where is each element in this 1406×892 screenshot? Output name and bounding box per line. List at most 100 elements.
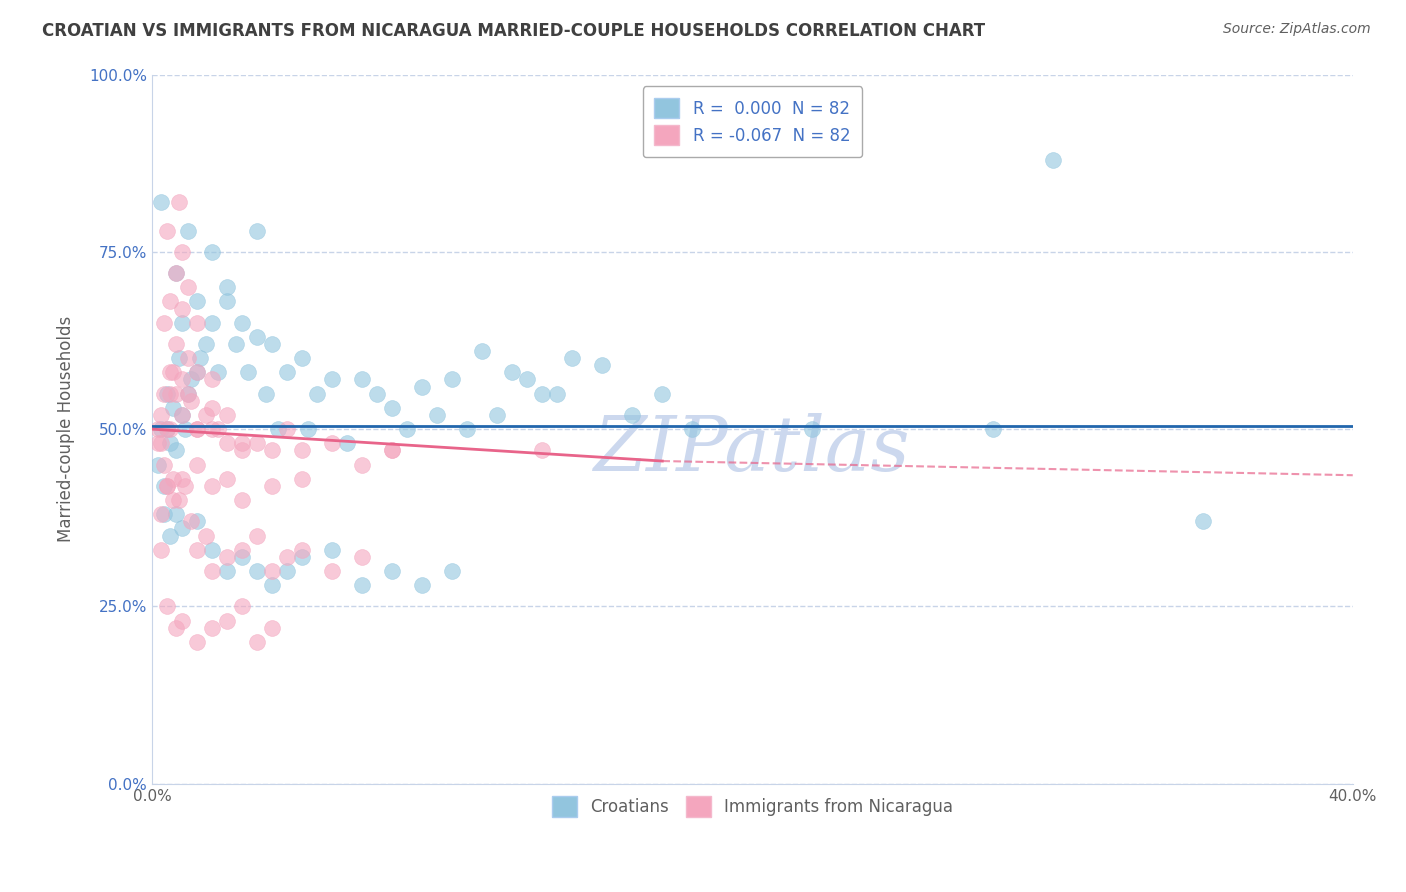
Point [215, 436, 238, 450]
Point [246, 436, 269, 450]
Point [207, 365, 229, 379]
Point [156, 479, 179, 493]
Point [167, 195, 190, 210]
Point [167, 351, 190, 366]
Point [162, 401, 184, 415]
Point [201, 401, 224, 415]
Point [180, 514, 202, 528]
Point [246, 223, 269, 237]
Point [194, 337, 217, 351]
Point [1191, 514, 1213, 528]
Point [186, 514, 208, 528]
Point [149, 436, 172, 450]
Point [153, 458, 176, 472]
Point [411, 578, 433, 592]
Point [201, 564, 224, 578]
Point [180, 372, 202, 386]
Point [201, 422, 224, 436]
Text: Source: ZipAtlas.com: Source: ZipAtlas.com [1223, 22, 1371, 37]
Point [215, 294, 238, 309]
Point [149, 195, 172, 210]
Point [426, 408, 449, 422]
Point [396, 422, 419, 436]
Point [215, 564, 238, 578]
Point [194, 408, 217, 422]
Point [260, 337, 283, 351]
Point [681, 422, 703, 436]
Point [186, 422, 208, 436]
Point [159, 365, 181, 379]
Point [236, 365, 259, 379]
Point [188, 351, 211, 366]
Point [201, 621, 224, 635]
Point [156, 422, 179, 436]
Y-axis label: Married-couple Households: Married-couple Households [58, 316, 75, 542]
Point [165, 266, 187, 280]
Point [149, 422, 172, 436]
Point [486, 408, 509, 422]
Point [165, 337, 187, 351]
Point [165, 266, 187, 280]
Point [186, 458, 208, 472]
Point [159, 436, 181, 450]
Point [276, 549, 298, 564]
Point [381, 564, 404, 578]
Point [167, 493, 190, 508]
Point [246, 635, 269, 649]
Point [170, 408, 193, 422]
Point [170, 244, 193, 259]
Point [591, 359, 613, 373]
Point [186, 294, 208, 309]
Point [531, 386, 554, 401]
Point [165, 621, 187, 635]
Point [153, 479, 176, 493]
Point [159, 422, 181, 436]
Point [231, 316, 253, 330]
Point [159, 528, 181, 542]
Point [215, 549, 238, 564]
Text: CROATIAN VS IMMIGRANTS FROM NICARAGUA MARRIED-COUPLE HOUSEHOLDS CORRELATION CHAR: CROATIAN VS IMMIGRANTS FROM NICARAGUA MA… [42, 22, 986, 40]
Point [231, 436, 253, 450]
Point [561, 351, 583, 366]
Point [186, 422, 208, 436]
Point [321, 564, 343, 578]
Point [621, 408, 644, 422]
Point [321, 542, 343, 557]
Point [291, 443, 314, 458]
Point [231, 443, 253, 458]
Point [149, 408, 172, 422]
Point [267, 422, 290, 436]
Point [471, 344, 494, 359]
Point [174, 479, 197, 493]
Point [231, 542, 253, 557]
Point [177, 386, 200, 401]
Point [170, 301, 193, 316]
Point [246, 564, 269, 578]
Point [381, 401, 404, 415]
Point [156, 386, 179, 401]
Point [291, 542, 314, 557]
Point [170, 521, 193, 535]
Point [352, 372, 374, 386]
Point [156, 599, 179, 614]
Point [231, 549, 253, 564]
Point [165, 386, 187, 401]
Point [260, 578, 283, 592]
Point [153, 507, 176, 521]
Point [516, 372, 538, 386]
Point [170, 614, 193, 628]
Point [297, 422, 319, 436]
Text: ZIPatlas: ZIPatlas [593, 413, 911, 487]
Point [149, 507, 172, 521]
Point [981, 422, 1004, 436]
Point [194, 528, 217, 542]
Point [156, 479, 179, 493]
Point [170, 472, 193, 486]
Point [149, 542, 172, 557]
Point [165, 507, 187, 521]
Point [146, 422, 169, 436]
Point [156, 422, 179, 436]
Point [153, 316, 176, 330]
Point [159, 294, 181, 309]
Point [246, 330, 269, 344]
